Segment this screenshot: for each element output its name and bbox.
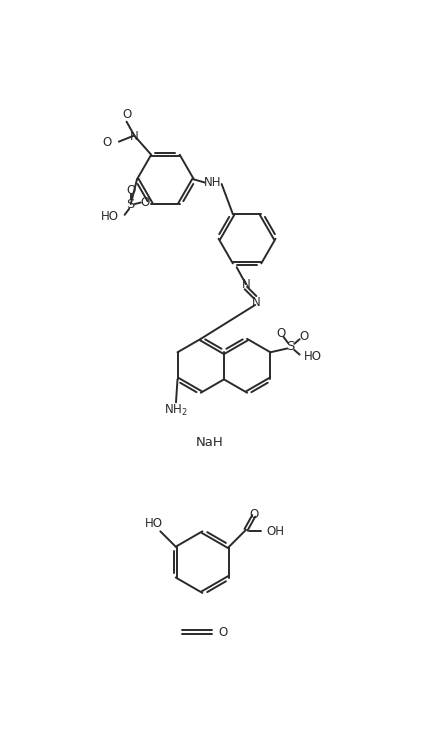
Text: O: O	[277, 326, 286, 339]
Text: NaH: NaH	[196, 436, 224, 449]
Text: O: O	[300, 330, 309, 342]
Text: HO: HO	[145, 517, 163, 530]
Text: O: O	[219, 626, 228, 638]
Text: O: O	[103, 136, 112, 149]
Text: HO: HO	[100, 210, 118, 223]
Text: N: N	[252, 296, 260, 309]
Text: NH: NH	[204, 176, 221, 189]
Text: O: O	[249, 508, 258, 521]
Text: HO: HO	[304, 350, 322, 362]
Text: S: S	[127, 198, 135, 210]
Text: N: N	[130, 130, 139, 142]
Text: O: O	[126, 184, 136, 197]
Text: N: N	[242, 278, 251, 292]
Text: OH: OH	[266, 525, 284, 538]
Text: NH$_2$: NH$_2$	[164, 402, 188, 418]
Text: S: S	[286, 340, 295, 354]
Text: O: O	[122, 108, 131, 121]
Text: O: O	[140, 196, 149, 209]
